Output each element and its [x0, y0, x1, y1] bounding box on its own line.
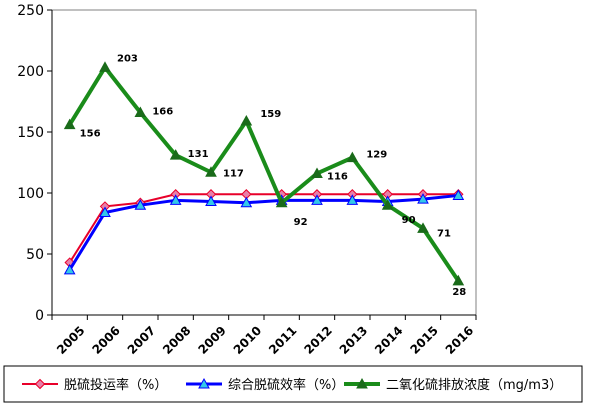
series-3: [63, 61, 465, 286]
data-point: [99, 206, 111, 218]
data-point: [346, 194, 359, 205]
x-tick-label: 2007: [125, 323, 159, 357]
series-line: [68, 193, 459, 264]
y-tick-label: 250: [17, 3, 44, 19]
data-point: [169, 149, 182, 160]
data-label: 131: [188, 149, 209, 160]
data-label: 203: [117, 53, 138, 64]
data-label: 166: [152, 106, 173, 117]
data-point: [205, 166, 217, 177]
legend-label: 脱硫投运率（%）: [64, 377, 167, 393]
x-tick-label: 2011: [266, 323, 300, 357]
data-point: [417, 222, 429, 233]
data-labels-layer: 156 203 166 131 117 159 92 116 129 90 71 28: [80, 53, 467, 298]
y-tick-label: 200: [17, 64, 44, 80]
data-point: [63, 263, 76, 275]
x-tick-label: 2009: [195, 323, 229, 357]
legend-marker: [356, 377, 368, 389]
series-1: [64, 189, 464, 268]
legend-marker: [34, 378, 46, 390]
x-tick-label: 2013: [337, 323, 371, 357]
y-tick-label: 100: [17, 186, 44, 202]
legend-label: 综合脱硫效率（%）: [228, 377, 344, 393]
series-line: [67, 63, 460, 282]
data-point: [134, 106, 147, 117]
x-tick-label: 2005: [54, 323, 88, 357]
data-label: 159: [260, 109, 281, 120]
x-tick-label: 2012: [301, 323, 335, 357]
data-point: [63, 118, 76, 130]
legend-box: [3, 365, 583, 403]
legend-entry: 脱硫投运率（%）: [22, 377, 167, 393]
data-point: [169, 194, 182, 205]
legend-entry: 综合脱硫效率（%）: [186, 377, 344, 393]
data-point: [240, 114, 253, 126]
series-layer: [63, 61, 465, 286]
data-label: 28: [452, 287, 466, 298]
legend-entry: 二氧化硫排放浓度（mg/m3）: [344, 377, 562, 393]
x-tick-label: 2006: [89, 323, 123, 357]
legend-label: 二氧化硫排放浓度（mg/m3）: [386, 377, 562, 393]
y-tick-label: 0: [35, 308, 44, 324]
y-tick-label: 150: [17, 125, 44, 141]
data-label: 92: [294, 217, 308, 228]
data-label: 117: [223, 168, 244, 179]
data-point: [346, 151, 359, 163]
data-point: [417, 193, 429, 204]
data-point: [452, 274, 465, 286]
x-axis-ticks: 2005 2006 2007 2008 2009 2010 2011 2012 2013 2014…: [51, 315, 477, 357]
data-point: [311, 194, 323, 205]
series-line: [68, 193, 459, 271]
data-label: 129: [366, 150, 387, 161]
x-tick-label: 2008: [160, 323, 194, 357]
legend: 脱硫投运率（%） 综合脱硫效率（%） 二氧化硫排放浓度（mg/m3）: [22, 377, 562, 393]
data-point: [452, 189, 465, 200]
legend-marker: [198, 377, 210, 389]
data-label: 116: [327, 171, 348, 182]
data-label: 90: [402, 215, 416, 226]
data-point: [240, 196, 253, 208]
x-tick-label: 2016: [443, 323, 477, 357]
data-point: [275, 196, 288, 208]
series-2: [63, 189, 465, 275]
data-point: [134, 199, 147, 210]
data-point: [205, 195, 217, 207]
y-tick-label: 50: [26, 247, 44, 263]
data-point: [311, 167, 323, 178]
x-tick-label: 2010: [231, 323, 265, 357]
data-point: [381, 199, 394, 210]
data-label: 156: [80, 129, 101, 140]
data-label: 71: [437, 228, 451, 239]
y-axis-ticks: 0 50 100 150 200 250: [17, 3, 52, 324]
x-tick-label: 2015: [407, 323, 441, 357]
data-point: [99, 61, 111, 72]
x-tick-label: 2014: [372, 323, 406, 357]
